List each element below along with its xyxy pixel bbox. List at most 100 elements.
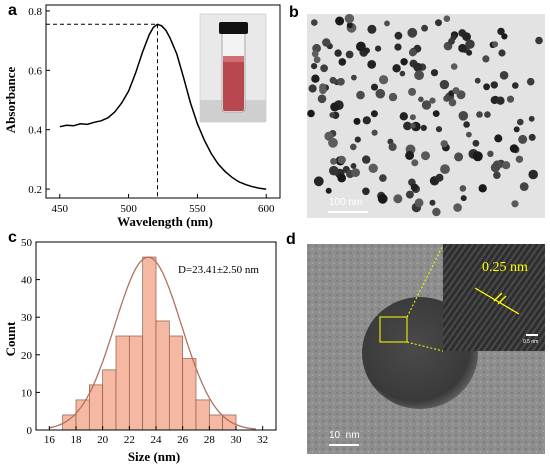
nanoparticle [328,137,338,148]
nanoparticle [367,60,377,69]
nanoparticle [502,161,511,170]
nanoparticle [484,111,491,118]
gaussian-fit [49,256,257,430]
nanoparticle [513,126,520,133]
nanoparticle [354,136,361,143]
nanoparticle [394,43,402,51]
x-tick-label-a: 500 [120,203,137,215]
y-tick-label-c: 50 [21,237,33,249]
nanoparticle [399,70,406,77]
nanoparticle [325,187,332,194]
ticks-a: 450 500 550 600 0.2 0.4 0.6 0.8 [28,6,275,215]
nanoparticle [414,70,424,81]
nanoparticle [474,77,481,84]
nanoparticle [435,19,442,27]
nanoparticle [472,139,480,147]
hrtem-image-d: 0.25 nm 0.5 nm 10 nm [307,244,545,454]
nanoparticle [356,90,365,100]
zoom-connector-top [406,244,444,318]
histogram-bar [128,335,144,431]
scale-bar-d [329,444,359,446]
nanoparticle [368,163,378,173]
nanoparticle [458,111,469,121]
nanoparticle [496,96,505,105]
nanoparticle [330,102,340,112]
x-tick-label-c: 32 [257,434,268,446]
nanoparticle [515,155,524,163]
nanoparticle [414,198,424,208]
x-tick-label-c: 18 [71,434,83,446]
nanoparticle [335,16,345,26]
nanoparticle [375,45,382,52]
y-tick-label-a: 0.4 [28,125,42,137]
nanoparticle [509,144,519,153]
nanoparticle [511,200,519,208]
nanoparticle [313,56,321,64]
nanoparticle [440,140,448,148]
nanoparticle [411,159,419,167]
nanoparticle [458,43,467,53]
nanoparticle [526,77,535,86]
absorbance-chart: 450 500 550 600 0.2 0.4 0.6 0.8 Wavelength (nm)… [3,4,281,229]
nanoparticle [430,69,439,77]
nanoparticle [493,171,501,179]
nanoparticle [432,207,441,217]
y-axis-label-c: Count [3,321,18,356]
nanoparticle [497,27,505,36]
nanoparticle [450,63,458,70]
nanoparticle [409,114,416,121]
nanoparticle [399,112,408,121]
histogram-bar [208,414,224,431]
nanoparticle [452,87,460,95]
nanoparticle [311,74,320,83]
x-tick-label-c: 30 [231,434,243,446]
tem-image-b: 100 nm [307,14,545,218]
nanoparticle [421,100,432,110]
nanoparticle [528,133,536,141]
lattice-spacing-label: 0.25 nm [482,260,528,275]
nanoparticle [362,116,371,125]
y-tick-label-a: 0.6 [28,65,42,77]
x-tick-label-c: 28 [204,434,216,446]
nanoparticle [351,74,357,81]
nanoparticle [388,142,397,152]
x-tick-label-c: 20 [97,434,109,446]
nanoparticle [528,115,535,122]
nanoparticle [472,151,483,162]
nanoparticle [448,98,457,107]
nanoparticle [462,32,471,42]
histogram-bars [62,256,237,431]
nanoparticle [459,185,467,192]
nanoparticle [329,112,336,118]
x-tick-label-c: 22 [124,434,135,446]
nanoparticle [518,134,528,144]
nanoparticle [432,110,440,117]
y-tick-label-c: 40 [21,275,33,287]
nanoparticle [410,183,419,192]
scale-label-b: 100 nm [329,197,363,208]
nanoparticle [307,109,315,118]
nanoparticle [346,22,353,29]
nanoparticle [482,55,490,63]
y-tick-label-c: 30 [21,312,33,324]
nanoparticle [351,168,360,178]
histogram-bar [88,384,104,431]
x-tick-label-a: 450 [52,203,69,215]
nanoparticle [435,173,444,182]
nanoparticle [329,76,337,84]
scale-label-d: 10 nm [329,430,360,441]
nanoparticle [429,97,436,104]
nanoparticle [388,92,398,102]
nanoparticle [498,49,506,57]
nanoparticle [308,84,317,93]
nanoparticle [400,58,408,66]
nanoparticle [460,195,467,202]
nanoparticle [319,83,327,91]
nanoparticle [517,118,524,126]
nanoparticle [367,24,377,34]
nanoparticle [317,94,327,104]
x-tick-label-c: 24 [151,434,163,446]
scale-bar-b [328,211,368,213]
nanoparticle [322,38,331,47]
panel-label-d: d [286,231,296,248]
